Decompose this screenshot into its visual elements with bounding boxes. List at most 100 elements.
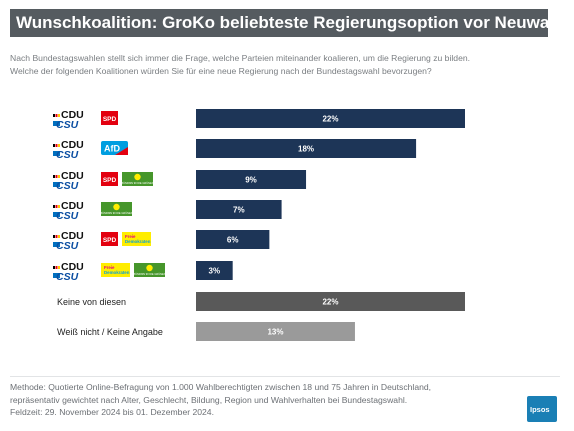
page-title: Wunschkoalition: GroKo beliebteste Regie… [16,13,565,32]
spd-logo-box [101,232,118,246]
csu-flag [53,242,60,247]
csu-flag [53,182,60,187]
csu-flag [53,273,60,278]
cdu-flag-red [55,144,58,147]
gruene-logo-text: BÜNDNIS 90 DIE GRÜNEN [133,272,165,276]
cdu-flag-black [53,266,55,269]
cdu-flag-black [53,235,55,238]
cdu-flag-gold [58,266,60,269]
cdu-flag-red [55,205,58,208]
chart-row: Keine von diesen 22% [57,292,465,311]
gruene-logo: BÜNDNIS 90 DIE GRÜNEN [121,172,154,186]
csu-logo-text: CSU [56,240,79,252]
chart-bar [196,170,307,189]
chart-row: Weiß nicht / Keine Angabe 13% [57,322,355,341]
fdp-logo-text-line-1: Freie [125,234,136,239]
gruene-sunflower-icon [134,173,141,181]
chart-data-label: 3% [209,267,221,276]
methodology-footer: Methode: Quotierte Online-Befragung von … [10,381,510,419]
cdu-flag-red [55,175,58,178]
cdu-flag-black [53,144,55,147]
footer-line-1: Methode: Quotierte Online-Befragung von … [10,382,432,392]
cdu-flag-gold [58,144,60,147]
spd-logo-text: SPD [103,116,117,123]
chart-bar [196,139,417,158]
ipsos-logo: Ipsos [527,396,557,422]
csu-logo-text: CSU [56,210,79,222]
csu-logo-text: CSU [56,180,79,192]
spd-logo: SPD [101,232,118,246]
cdu-flag-gold [58,114,60,117]
chart-bar [196,261,233,280]
footer-line-3: Feldzeit: 29. November 2024 bis 01. Deze… [10,407,214,417]
csu-flag [53,151,60,156]
cdu-flag-gold [58,205,60,208]
cdu-flag-black [53,114,55,117]
subtitle-line-2: Welche der folgenden Koalitionen würden … [10,66,432,76]
chart-data-label: 22% [322,298,338,307]
cdu-flag-black [53,175,55,178]
cdu-flag-red [55,114,58,117]
chart-category-label: Keine von diesen [57,297,126,307]
fdp-logo-text-line-2: Demokraten [125,239,151,244]
footer-divider [10,376,560,377]
afd-logo-arrow [115,147,128,155]
ipsos-logo-text: Ipsos [530,405,550,414]
fdp-logo-box [101,263,130,277]
gruene-sunflower-icon [146,264,153,272]
spd-logo: SPD [101,172,118,186]
footer-line-2: repräsentativ gewichtet nach Alter, Gesc… [10,394,408,405]
cdu-flag-black [53,205,55,208]
chart-data-label: 7% [233,206,245,215]
spd-logo-box [101,111,118,125]
chart-bar [196,230,270,249]
subtitle-line-1: Nach Bundestagswahlen stellt sich immer … [10,53,471,63]
cdu-logo-text: CDU [61,109,84,121]
chart-data-label: 18% [298,145,314,154]
cdu-flag-gold [58,235,60,238]
gruene-logo: BÜNDNIS 90 DIE GRÜNEN [133,263,166,277]
chart-data-label: 9% [245,176,257,185]
spd-logo: SPD [101,111,118,125]
cdu-logo-text: CDU [61,230,84,242]
gruene-logo: BÜNDNIS 90 DIE GRÜNEN [100,202,133,216]
fdp-logo-box [122,232,151,246]
cdu-logo-text: CDU [61,139,84,151]
csu-logo-text: CSU [56,271,79,283]
cdu-flag-red [55,266,58,269]
chart-data-label: 13% [267,328,283,337]
csu-flag [53,212,60,217]
cdu-logo-text: CDU [61,261,84,273]
gruene-logo-text: BÜNDNIS 90 DIE GRÜNEN [121,181,153,185]
spd-logo-box [101,172,118,186]
title-bar: Wunschkoalition: GroKo beliebteste Regie… [10,9,564,37]
gruene-sunflower-icon [113,203,120,211]
fdp-logo-text-line-2: Demokraten [104,270,130,275]
chart-bar [196,292,465,311]
chart-data-label: 6% [227,236,239,245]
gruene-logo-text: BÜNDNIS 90 DIE GRÜNEN [100,211,132,215]
afd-logo: AfD [101,141,128,155]
chart-bar [196,200,282,219]
csu-logo-text: CSU [56,119,79,131]
fdp-logo-text-line-1: Freie [104,265,115,270]
spd-logo-text: SPD [103,237,117,244]
csu-flag [53,121,60,126]
cdu-logo-text: CDU [61,170,84,182]
spd-logo-text: SPD [103,177,117,184]
